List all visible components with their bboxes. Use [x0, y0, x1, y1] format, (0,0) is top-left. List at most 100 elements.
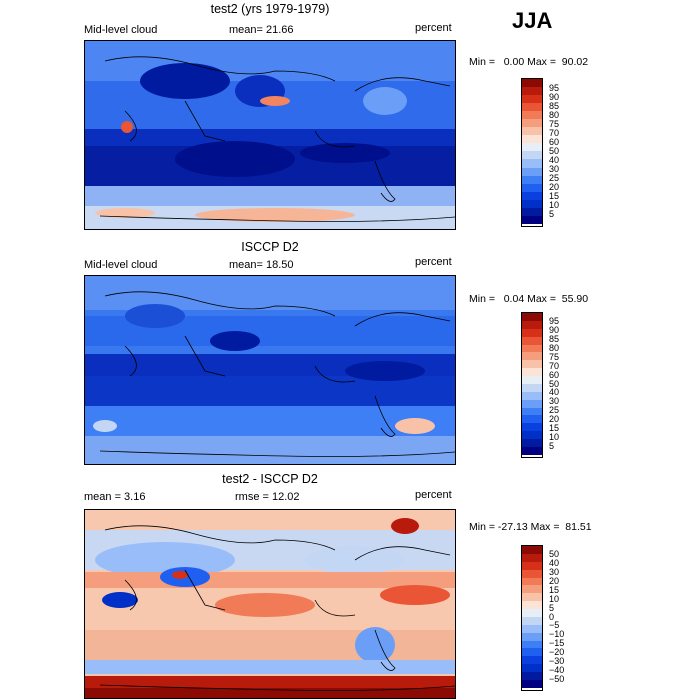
colorbar-tick-label: 20: [549, 182, 560, 193]
colorbar-tick-label: 10: [549, 431, 560, 442]
colorbar-swatch: [522, 585, 542, 594]
colorbar-swatch: [522, 313, 542, 321]
colorbar-swatch: [522, 207, 542, 216]
colorbar-swatch: [522, 415, 542, 424]
panel-1-mean-label: mean= 21.66: [229, 24, 294, 36]
colorbar-swatch: [522, 320, 542, 329]
colorbar-tick-label: 85: [549, 334, 560, 345]
colorbar-swatch: [522, 391, 542, 400]
panel-3-map: [84, 509, 456, 699]
colorbar-swatch: [522, 79, 542, 88]
colorbar-tick-label: 10: [549, 593, 560, 604]
colorbar-tick-label: 85: [549, 100, 560, 111]
colorbar-tick-label: 60: [549, 136, 560, 147]
colorbar-swatch: [522, 151, 542, 160]
colorbar-tick-label: 30: [549, 567, 560, 578]
colorbar-tick-label: 70: [549, 360, 560, 371]
panel-2-map: [84, 275, 456, 465]
colorbar-swatch: [522, 191, 542, 200]
colorbar-swatch: [522, 399, 542, 408]
panel-1-map-field: [85, 41, 455, 229]
colorbar-swatch: [522, 672, 542, 680]
colorbar-tick-label: 90: [549, 91, 560, 102]
colorbar-swatch: [522, 569, 542, 578]
colorbar-swatch: [522, 609, 542, 617]
colorbar-tick-label: 15: [549, 422, 560, 433]
colorbar-swatch: [522, 407, 542, 416]
colorbar-tick-label: 90: [549, 325, 560, 336]
panel-1-title: test2 (yrs 1979-1979): [210, 2, 330, 16]
colorbar-swatch: [522, 135, 542, 144]
panel-3-map-field: [85, 510, 455, 698]
colorbar-swatch: [522, 352, 542, 361]
panel-3-units-label: percent: [415, 489, 452, 501]
panel-3-colorbar: [521, 545, 543, 691]
colorbar-swatch: [522, 640, 542, 649]
panel-2-title: ISCCP D2: [241, 240, 299, 254]
colorbar-tick-label: 80: [549, 343, 560, 353]
colorbar-tick-label: −30: [549, 655, 565, 666]
panel-2-minmax: Min = 0.04 Max = 55.90: [469, 293, 589, 305]
colorbar-swatch: [522, 656, 542, 665]
colorbar-tick-label: −5: [549, 620, 560, 631]
colorbar-tick-label: 15: [549, 191, 560, 202]
colorbar-swatch: [522, 679, 542, 688]
colorbar-swatch: [522, 111, 542, 120]
colorbar-swatch: [522, 632, 542, 641]
colorbar-swatch: [522, 183, 542, 192]
colorbar-swatch: [522, 624, 542, 633]
panel-1-minmax: Min = 0.00 Max = 90.02: [469, 56, 589, 68]
colorbar-tick-label: 0: [549, 611, 555, 622]
colorbar-tick-label: 60: [549, 369, 560, 380]
panel-3-minmax: Min = -27.13 Max = 81.51: [469, 521, 592, 533]
colorbar-tick-label: 40: [549, 155, 560, 166]
colorbar-tick-label: 25: [549, 405, 560, 416]
colorbar-tick-label: −50: [549, 673, 565, 684]
colorbar-swatch: [522, 328, 542, 337]
colorbar-swatch: [522, 577, 542, 586]
colorbar-swatch: [522, 143, 542, 152]
colorbar-swatch: [522, 616, 542, 625]
colorbar-tick-label: −20: [549, 647, 565, 657]
colorbar-swatch: [522, 593, 542, 602]
colorbar-tick-label: 20: [549, 414, 560, 424]
colorbar-tick-label: 50: [549, 146, 560, 156]
colorbar-swatch: [522, 127, 542, 136]
colorbar-swatch: [522, 368, 542, 376]
colorbar-tick-label: 10: [549, 200, 560, 211]
colorbar-tick-label: 15: [549, 584, 560, 595]
colorbar-swatch: [522, 87, 542, 96]
colorbar-swatch: [522, 423, 542, 432]
colorbar-swatch: [522, 648, 542, 657]
colorbar-tick-label: 5: [549, 209, 555, 220]
colorbar-swatch: [522, 546, 542, 554]
colorbar-tick-label: −10: [549, 629, 565, 640]
panel-2-variable-label: Mid-level cloud: [84, 259, 158, 271]
colorbar-tick-label: 5: [549, 602, 555, 613]
colorbar-tick-label: 95: [549, 82, 560, 93]
colorbar-swatch: [522, 439, 542, 447]
colorbar-tick-label: 70: [549, 127, 560, 138]
colorbar-swatch: [522, 360, 542, 369]
panel-1-colorbar: [521, 78, 543, 227]
colorbar-swatch: [522, 336, 542, 345]
colorbar-tick-label: 25: [549, 173, 560, 184]
colorbar-tick-label: 75: [549, 118, 560, 129]
panel-2-units-label: percent: [415, 256, 452, 268]
colorbar-swatch: [522, 376, 542, 384]
colorbar-swatch: [522, 553, 542, 562]
colorbar-tick-label: 75: [549, 351, 560, 362]
season-label: JJA: [512, 8, 553, 33]
panel-1-units-label: percent: [415, 22, 452, 34]
colorbar-tick-label: −15: [549, 638, 565, 649]
colorbar-swatch: [522, 561, 542, 570]
colorbar-swatch: [522, 383, 542, 392]
colorbar-tick-label: 80: [549, 109, 560, 120]
colorbar-swatch: [522, 103, 542, 112]
colorbar-tick-label: 50: [549, 378, 560, 389]
colorbar-swatch: [522, 446, 542, 455]
colorbar-swatch: [522, 95, 542, 104]
colorbar-tick-label: 50: [549, 549, 560, 560]
colorbar-swatch: [522, 199, 542, 208]
colorbar-tick-label: 20: [549, 576, 560, 586]
